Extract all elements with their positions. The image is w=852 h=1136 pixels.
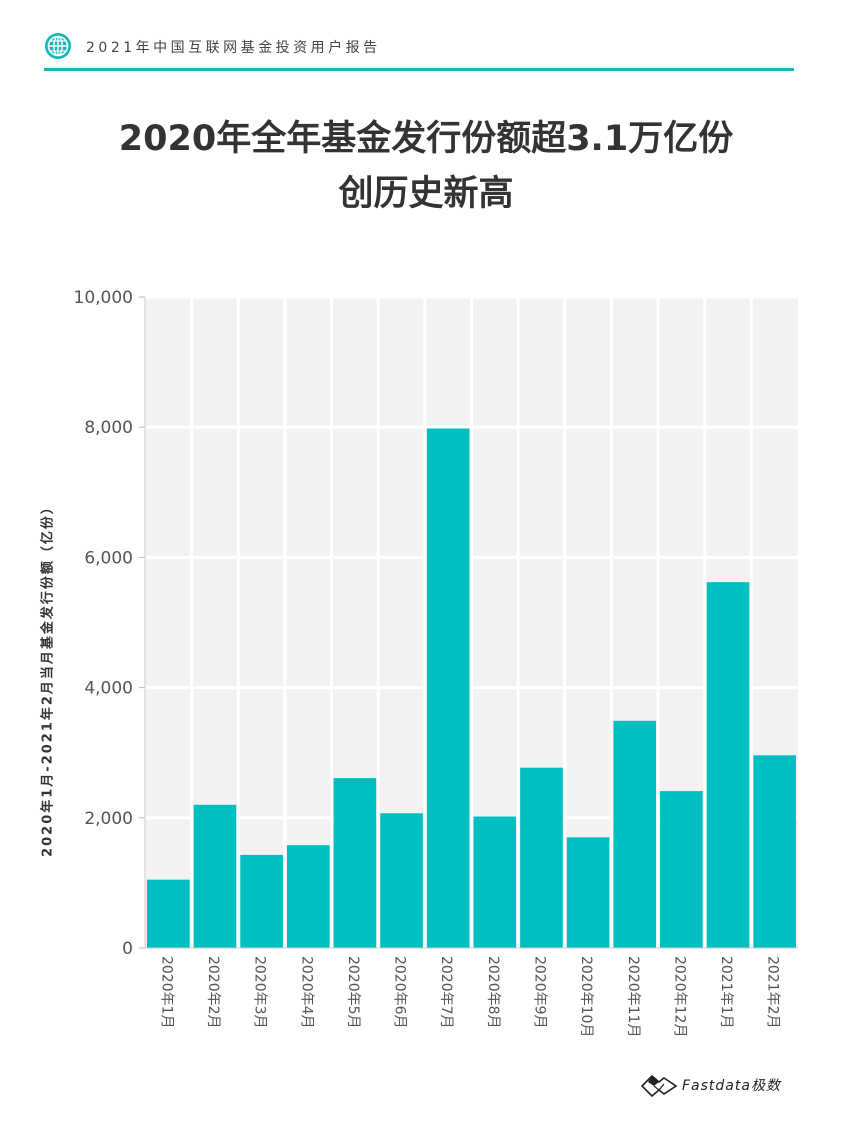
bar-chart: 0 2,000 4,000 6,000 8,000 10,000 2020年1月 2020年2… [74, 288, 798, 1037]
x-tick-label: 2020年5月 [345, 956, 361, 1029]
report-header: 2021年中国互联网基金投资用户报告 [44, 30, 794, 71]
y-tick-label: 4,000 [84, 679, 133, 699]
brand-name: Fastdata极数 [682, 1078, 781, 1094]
bar [613, 720, 657, 948]
x-tick-label: 2020年3月 [252, 956, 268, 1029]
bar [333, 778, 377, 948]
x-tick-label: 2020年4月 [298, 956, 314, 1029]
x-tick-label: 2020年10月 [578, 956, 594, 1037]
fastdata-logo: Fastdata极数 [640, 1070, 800, 1100]
x-tick-label: 2021年2月 [765, 956, 781, 1029]
bar [240, 854, 283, 948]
y-tick-label: 2,000 [84, 809, 133, 829]
bar [426, 428, 470, 948]
x-tick-label: 2020年2月 [205, 956, 221, 1029]
x-tick-label: 2020年11月 [625, 956, 641, 1037]
mountain-logo-icon [640, 1074, 678, 1098]
page-title: 2020年全年基金发行份额超3.1万亿份 创历史新高 [0, 112, 852, 222]
x-tick-label: 2020年6月 [392, 956, 408, 1029]
page-title-line-1: 2020年全年基金发行份额超3.1万亿份 [118, 119, 734, 159]
bar [706, 582, 750, 948]
bar [286, 845, 330, 948]
bar [520, 767, 563, 948]
x-tick-label: 2020年1月 [158, 956, 174, 1029]
page-title-line-2: 创历史新高 [338, 174, 514, 214]
bar [660, 791, 703, 948]
x-tick-label: 2020年12月 [671, 956, 687, 1037]
x-tick-label: 2021年1月 [718, 956, 734, 1029]
bar [147, 879, 190, 948]
y-tick-label: 8,000 [84, 418, 133, 438]
x-tick-label: 2020年8月 [485, 956, 501, 1029]
bar [380, 813, 423, 948]
report-name: 2021年中国互联网基金投资用户报告 [86, 40, 381, 56]
y-tick-label: 6,000 [84, 548, 133, 568]
bar [566, 837, 610, 948]
bar [193, 804, 237, 948]
bar [753, 755, 796, 948]
y-tick-label: 10,000 [74, 288, 133, 308]
x-tick-label: 2020年9月 [531, 956, 547, 1029]
bar [473, 816, 517, 948]
header-divider [44, 68, 794, 71]
x-tick-label: 2020年7月 [438, 956, 454, 1029]
y-tick-label: 0 [122, 939, 133, 959]
globe-icon [45, 33, 71, 59]
